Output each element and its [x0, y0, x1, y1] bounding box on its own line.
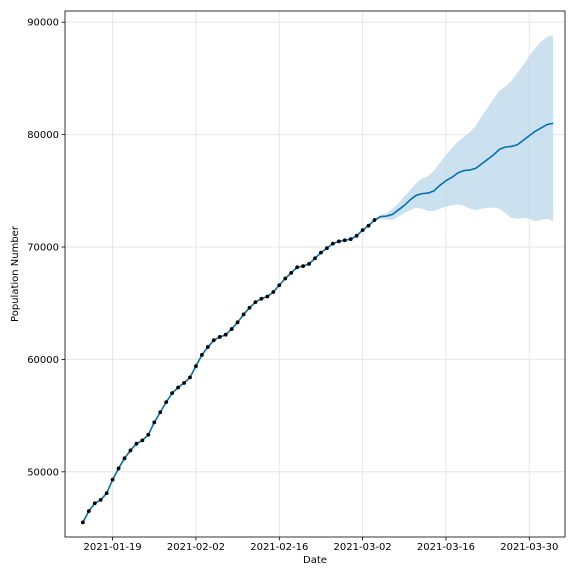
x-tick-label: 2021-02-16	[250, 542, 308, 553]
y-axis-ticks: 50000 60000 70000 80000 90000	[27, 18, 65, 478]
observed-point	[342, 238, 347, 243]
observed-point	[241, 312, 246, 317]
observed-point	[176, 385, 181, 390]
observed-point	[289, 270, 294, 275]
observed-point	[259, 296, 264, 301]
observed-point	[104, 491, 109, 496]
observed-point	[354, 233, 359, 238]
observed-point	[223, 332, 228, 337]
y-tick-label: 90000	[27, 18, 59, 29]
observed-point	[253, 300, 258, 304]
observed-point	[110, 477, 115, 482]
observed-point	[325, 246, 329, 251]
x-axis-ticks: 2021-01-19 2021-02-02 2021-02-16 2021-03-02…	[84, 537, 558, 553]
y-tick-label: 70000	[27, 243, 59, 254]
observed-point	[200, 353, 204, 357]
observed-point	[301, 264, 305, 269]
x-tick-label: 2021-03-16	[417, 542, 475, 553]
observed-point	[247, 305, 252, 310]
observed-point	[128, 448, 133, 453]
forecast-line-group	[82, 122, 554, 523]
observed-point	[283, 276, 288, 281]
observed-point	[372, 218, 377, 222]
x-axis-label: Date	[303, 555, 327, 566]
forecast-line	[82, 122, 554, 523]
observed-point	[277, 283, 282, 288]
observed-point	[116, 466, 121, 471]
observed-point	[164, 400, 169, 405]
observed-point	[319, 250, 323, 255]
observed-point	[146, 432, 151, 437]
observed-point	[98, 498, 103, 502]
observed-point	[122, 456, 127, 461]
y-tick-label: 50000	[27, 467, 59, 478]
x-tick-label: 2021-03-02	[334, 542, 392, 553]
observed-point	[330, 241, 335, 246]
observed-point	[295, 265, 300, 270]
observed-point	[188, 375, 192, 380]
observed-point	[86, 509, 91, 514]
observed-point	[265, 294, 270, 299]
y-tick-label: 80000	[27, 130, 59, 141]
observed-point	[194, 364, 198, 369]
plot-frame	[64, 10, 566, 538]
x-tick-label: 2021-02-02	[167, 542, 225, 553]
observed-point	[182, 381, 186, 385]
observed-point	[235, 320, 240, 325]
observed-point	[366, 223, 371, 228]
observed-point	[152, 420, 157, 425]
observed-point	[313, 256, 317, 261]
x-tick-label: 2021-03-30	[500, 542, 558, 553]
observed-point	[170, 391, 175, 396]
x-tick-label: 2021-01-19	[84, 542, 142, 553]
observed-point	[205, 345, 210, 349]
y-axis-label: Population Number	[10, 225, 21, 322]
observed-point	[229, 327, 234, 331]
y-tick-label: 60000	[27, 355, 59, 366]
observed-point	[140, 438, 145, 443]
observed-point	[271, 290, 276, 294]
observed-point	[217, 335, 222, 339]
observed-point	[134, 441, 139, 446]
observed-point	[211, 338, 216, 343]
observed-points-group	[80, 218, 377, 525]
observed-point	[336, 239, 341, 244]
observed-point	[360, 228, 365, 233]
observed-point	[92, 501, 97, 506]
observed-point	[348, 237, 353, 242]
observed-point	[158, 410, 163, 415]
observed-point	[80, 520, 85, 525]
observed-point	[307, 261, 311, 266]
